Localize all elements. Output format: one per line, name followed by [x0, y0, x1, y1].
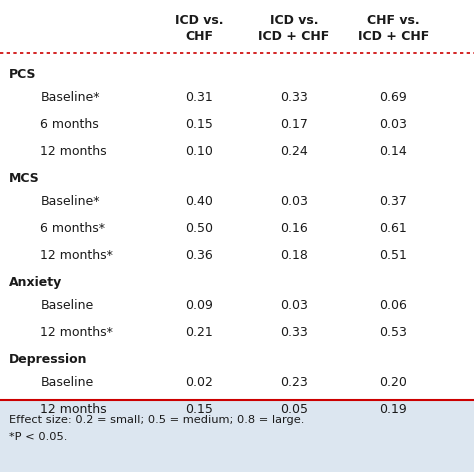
- Text: 12 months: 12 months: [40, 145, 107, 158]
- Text: MCS: MCS: [9, 172, 39, 185]
- Text: 0.36: 0.36: [185, 249, 213, 262]
- Text: ICD vs.: ICD vs.: [175, 14, 223, 27]
- Text: 0.18: 0.18: [280, 249, 308, 262]
- Text: 0.17: 0.17: [280, 118, 308, 131]
- Text: 0.05: 0.05: [280, 403, 308, 416]
- Text: 0.14: 0.14: [380, 145, 407, 158]
- Text: ICD vs.: ICD vs.: [270, 14, 318, 27]
- Text: 0.40: 0.40: [185, 195, 213, 208]
- Bar: [0, 400, 474, 472]
- Text: Baseline: Baseline: [40, 376, 93, 389]
- Text: Baseline*: Baseline*: [40, 195, 100, 208]
- Text: 0.10: 0.10: [185, 145, 213, 158]
- Text: 12 months*: 12 months*: [40, 249, 113, 262]
- Text: 0.15: 0.15: [185, 403, 213, 416]
- Text: Baseline: Baseline: [40, 299, 93, 312]
- Text: PCS: PCS: [9, 68, 36, 81]
- Text: Anxiety: Anxiety: [9, 276, 62, 289]
- Text: 0.06: 0.06: [380, 299, 407, 312]
- Text: 12 months*: 12 months*: [40, 326, 113, 339]
- Text: 0.15: 0.15: [185, 118, 213, 131]
- Text: 0.03: 0.03: [280, 195, 308, 208]
- Text: 6 months: 6 months: [40, 118, 99, 131]
- Text: ICD + CHF: ICD + CHF: [258, 30, 329, 43]
- Text: 0.33: 0.33: [280, 91, 308, 104]
- Text: 0.53: 0.53: [380, 326, 407, 339]
- Text: 12 months: 12 months: [40, 403, 107, 416]
- Text: 6 months*: 6 months*: [40, 222, 105, 235]
- Text: 0.19: 0.19: [380, 403, 407, 416]
- Text: CHF vs.: CHF vs.: [367, 14, 420, 27]
- Text: Depression: Depression: [9, 353, 87, 366]
- Text: 0.03: 0.03: [280, 299, 308, 312]
- Text: 0.33: 0.33: [280, 326, 308, 339]
- Text: 0.50: 0.50: [185, 222, 213, 235]
- Text: 0.51: 0.51: [380, 249, 407, 262]
- Text: 0.21: 0.21: [185, 326, 213, 339]
- Text: 0.69: 0.69: [380, 91, 407, 104]
- Text: CHF: CHF: [185, 30, 213, 43]
- Text: Effect size: 0.2 = small; 0.5 = medium; 0.8 = large.: Effect size: 0.2 = small; 0.5 = medium; …: [9, 415, 304, 425]
- Text: 0.09: 0.09: [185, 299, 213, 312]
- Text: 0.16: 0.16: [280, 222, 308, 235]
- Text: 0.23: 0.23: [280, 376, 308, 389]
- Text: 0.02: 0.02: [185, 376, 213, 389]
- Text: 0.31: 0.31: [185, 91, 213, 104]
- Text: 0.20: 0.20: [380, 376, 407, 389]
- Text: 0.03: 0.03: [380, 118, 407, 131]
- Text: Baseline*: Baseline*: [40, 91, 100, 104]
- Text: 0.24: 0.24: [280, 145, 308, 158]
- Text: ICD + CHF: ICD + CHF: [358, 30, 429, 43]
- Text: 0.61: 0.61: [380, 222, 407, 235]
- Text: *P < 0.05.: *P < 0.05.: [9, 432, 67, 442]
- Text: 0.37: 0.37: [380, 195, 407, 208]
